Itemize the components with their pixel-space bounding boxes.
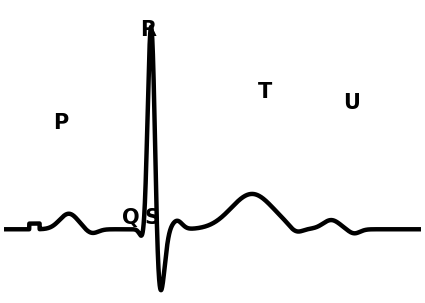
Text: U: U — [343, 92, 360, 112]
Text: P: P — [53, 113, 68, 133]
Text: R: R — [140, 20, 156, 40]
Text: T: T — [258, 82, 272, 102]
Text: S: S — [144, 208, 160, 228]
Text: Q: Q — [122, 208, 140, 228]
